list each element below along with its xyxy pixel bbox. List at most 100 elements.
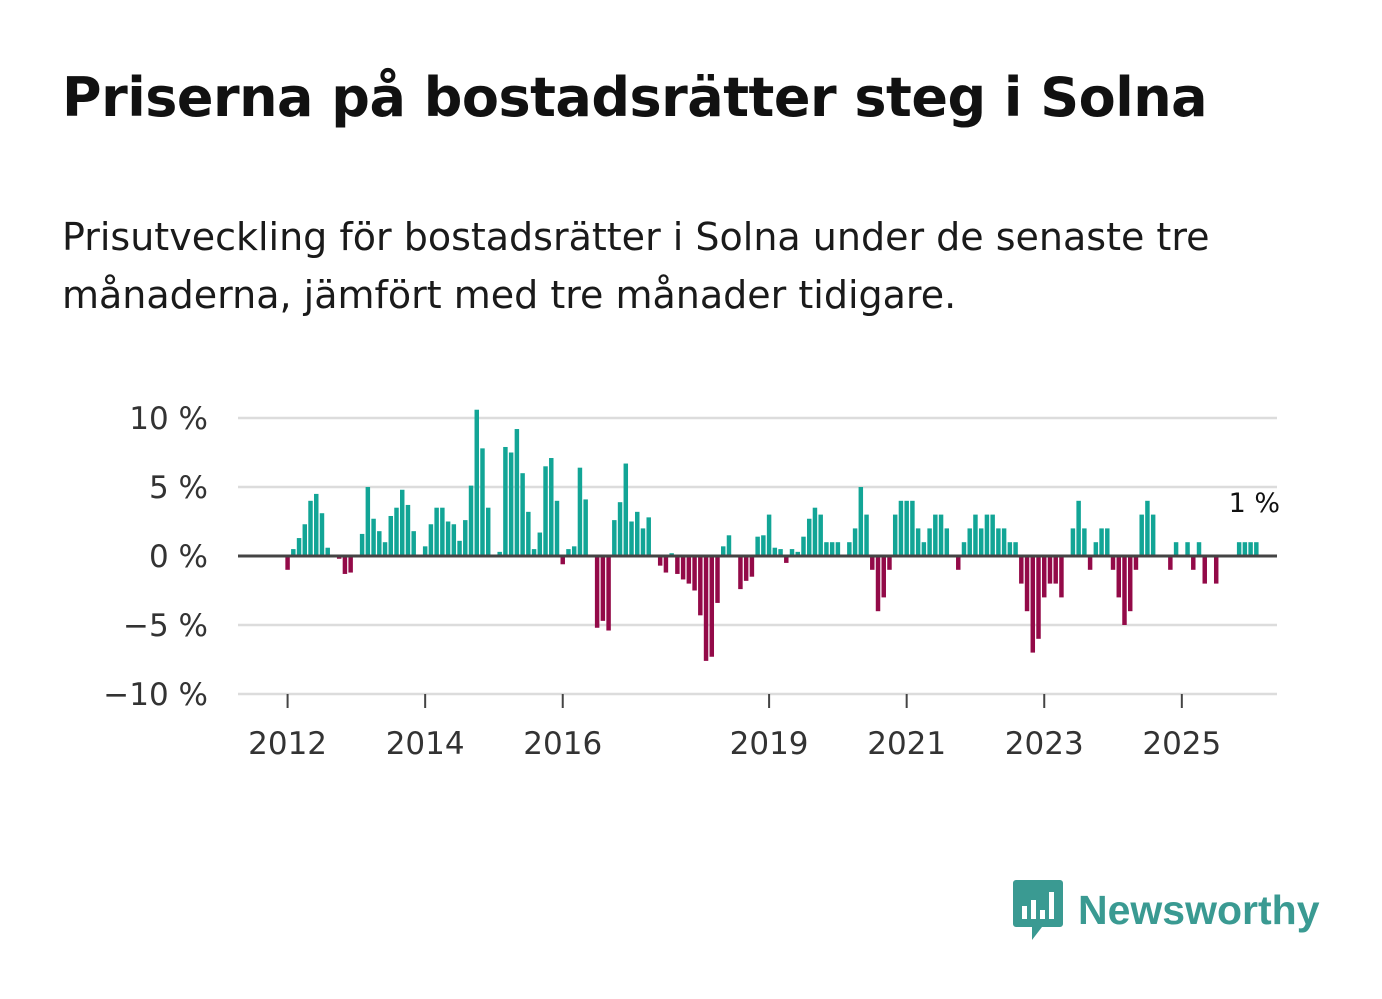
x-tick-label: 2014: [386, 726, 465, 762]
x-tick-label: 2012: [248, 726, 327, 762]
bar-positive: [1082, 528, 1087, 556]
bar-negative: [680, 556, 686, 580]
bar-positive: [1070, 528, 1076, 556]
bar-positive: [508, 452, 514, 556]
bar-positive: [921, 542, 927, 556]
bar-positive: [938, 514, 944, 556]
bar-positive: [1105, 528, 1110, 556]
bar-positive: [852, 528, 858, 556]
bar-negative: [1024, 556, 1030, 612]
bar-positive: [829, 542, 835, 556]
bar-positive: [847, 542, 852, 556]
bar-positive: [961, 542, 967, 556]
bar-negative: [1053, 556, 1058, 584]
bar-positive: [503, 446, 508, 556]
bar-negative: [342, 556, 348, 574]
bar-positive: [422, 546, 428, 556]
bar-positive: [904, 500, 909, 556]
bar-negative: [698, 556, 703, 616]
bar-positive: [898, 500, 904, 556]
bar-positive: [583, 499, 588, 556]
bar-negative: [743, 556, 749, 581]
bar-positive: [514, 429, 520, 556]
bar-positive: [308, 500, 313, 556]
bar-positive: [549, 458, 554, 556]
bar-negative: [738, 556, 743, 590]
bar-negative: [1191, 556, 1196, 570]
bar-negative: [1087, 556, 1093, 570]
latest-value-annotation: 1 %: [1229, 488, 1280, 519]
bar-negative: [686, 556, 692, 584]
bar-negative: [709, 556, 715, 657]
bar-positive: [755, 536, 760, 556]
bar-positive: [623, 463, 629, 556]
bar-negative: [1127, 556, 1133, 612]
x-tick-label: 2021: [867, 726, 946, 762]
bar-positive: [485, 507, 491, 556]
bar-positive: [1248, 542, 1253, 556]
bar-positive: [629, 521, 634, 556]
bar-negative: [1168, 556, 1173, 570]
bar-negative: [675, 556, 680, 574]
bar-positive: [394, 507, 399, 556]
bar-positive: [646, 517, 651, 556]
bar-positive: [978, 528, 984, 556]
bar-positive: [967, 528, 972, 556]
bar-positive: [526, 511, 531, 556]
bar-negative: [956, 556, 961, 570]
bar-positive: [984, 514, 990, 556]
bar-negative: [703, 556, 709, 661]
bar-positive: [789, 549, 795, 556]
bar-positive: [520, 473, 525, 556]
bar-positive: [577, 467, 583, 556]
bar-positive: [973, 514, 978, 556]
bar-positive: [531, 549, 537, 556]
bar-negative: [1122, 556, 1127, 625]
bar-negative: [657, 556, 663, 566]
bar-negative: [560, 556, 565, 565]
bar-negative: [1059, 556, 1064, 598]
bar-positive: [818, 514, 823, 556]
x-axis-labels: 2012 2014 2016 2019 2021 2023 2025: [248, 694, 1221, 762]
bar-negative: [881, 556, 886, 598]
bar-positive: [612, 520, 617, 556]
bar-positive: [566, 549, 571, 556]
bar-negative: [1036, 556, 1041, 639]
bar-positive: [325, 547, 330, 556]
bar-positive: [428, 524, 434, 556]
bar-negative: [606, 556, 611, 631]
bar-positive: [766, 514, 772, 556]
bar-positive: [1185, 542, 1190, 556]
bar-negative: [1133, 556, 1139, 570]
x-tick-label: 2016: [523, 726, 602, 762]
bar-negative: [887, 556, 892, 570]
bar-positive: [411, 531, 416, 556]
bar-positive: [858, 487, 864, 556]
bar-negative: [1116, 556, 1121, 598]
bar-negative: [692, 556, 697, 591]
x-tick-label: 2019: [730, 726, 809, 762]
bar-positive: [400, 489, 405, 556]
bar-positive: [1139, 514, 1144, 556]
bar-positive: [377, 531, 382, 556]
bar-positive: [457, 540, 462, 556]
bar-positive: [944, 528, 950, 556]
bar-positive: [445, 521, 451, 556]
bar-positive: [468, 485, 474, 556]
bar-negative: [600, 556, 606, 621]
bar-positive: [359, 533, 365, 556]
brand-name: Newsworthy: [1078, 886, 1320, 933]
y-tick-label: 0 %: [149, 539, 208, 575]
bar-positive: [721, 546, 726, 556]
bar-positive: [835, 542, 841, 556]
bar-positive: [1013, 542, 1018, 556]
bar-negative: [285, 556, 290, 570]
bar-positive: [480, 448, 485, 556]
bar-positive: [806, 518, 812, 556]
y-tick-label: 10 %: [129, 401, 208, 437]
bar-positive: [635, 511, 640, 556]
y-tick-label: 5 %: [149, 470, 208, 506]
bar-positive: [795, 551, 800, 556]
bar-positive: [990, 514, 995, 556]
bar-negative: [1019, 556, 1024, 584]
